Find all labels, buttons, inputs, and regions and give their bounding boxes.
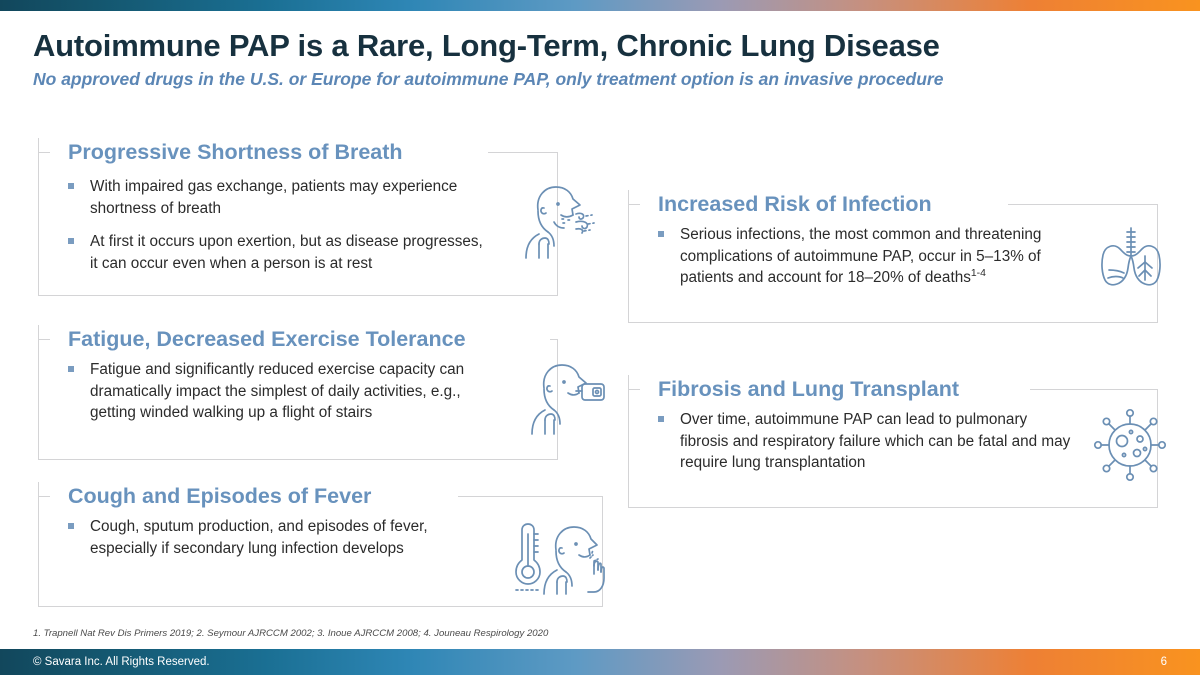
bullet-marker-icon (68, 366, 74, 372)
person-inhaler-icon (526, 358, 608, 436)
bullet-text: Cough, sputum production, and episodes o… (90, 518, 428, 557)
footer-bar: © Savara Inc. All Rights Reserved. 6 (0, 649, 1200, 675)
bullet-marker-icon (68, 183, 74, 189)
card-bullet-list: Over time, autoimmune PAP can lead to pu… (654, 409, 1074, 474)
frame-edge-top-left (628, 389, 640, 390)
bullet-text: With impaired gas exchange, patients may… (90, 178, 458, 217)
slide-subtitle: No approved drugs in the U.S. or Europe … (33, 69, 944, 89)
frame-edge-bottom (628, 507, 1158, 508)
frame-edge-left (38, 325, 39, 460)
list-item: Fatigue and significantly reduced exerci… (64, 359, 494, 424)
card-increased-risk-of-infection: Increased Risk of Infection Serious infe… (628, 190, 1161, 323)
copyright-text: © Savara Inc. All Rights Reserved. (33, 656, 210, 668)
card-fatigue-decreased-exercise-tolerance: Fatigue, Decreased Exercise Tolerance Fa… (38, 325, 605, 460)
list-item: Over time, autoimmune PAP can lead to pu… (654, 409, 1074, 474)
frame-edge-bottom (38, 606, 603, 607)
bullet-marker-icon (68, 523, 74, 529)
list-item: At first it occurs upon exertion, but as… (64, 231, 494, 274)
bullet-marker-icon (68, 238, 74, 245)
frame-edge-left (628, 375, 629, 508)
bullet-marker-icon (658, 416, 664, 422)
frame-edge-bottom (38, 459, 558, 460)
thermometer-coughing-person-icon (508, 520, 606, 596)
virus-icon (1090, 405, 1170, 485)
frame-edge-top-right (458, 496, 603, 497)
frame-edge-top-right (550, 339, 558, 340)
card-bullet-list: With impaired gas exchange, patients may… (64, 176, 494, 275)
frame-edge-top-left (38, 339, 50, 340)
top-gradient-bar (0, 0, 1200, 11)
card-bullet-list: Serious infections, the most common and … (654, 224, 1094, 289)
footnote-citations: 1. Trapnell Nat Rev Dis Primers 2019; 2.… (33, 628, 549, 639)
card-heading: Increased Risk of Infection (654, 190, 940, 218)
card-bullet-list: Cough, sputum production, and episodes o… (64, 516, 464, 559)
card-heading: Fibrosis and Lung Transplant (654, 375, 968, 403)
frame-edge-top-right (488, 152, 558, 153)
list-item: Serious infections, the most common and … (654, 224, 1094, 289)
lungs-icon (1096, 222, 1166, 292)
card-fibrosis-and-lung-transplant: Fibrosis and Lung Transplant Over time, … (628, 375, 1167, 508)
bullet-text: Fatigue and significantly reduced exerci… (90, 361, 465, 422)
page-number: 6 (1160, 656, 1167, 668)
frame-edge-top-right (1008, 204, 1158, 205)
list-item: Cough, sputum production, and episodes o… (64, 516, 464, 559)
frame-edge-bottom (628, 322, 1158, 323)
person-breathing-icon (518, 180, 596, 260)
card-heading: Cough and Episodes of Fever (64, 482, 380, 510)
frame-edge-bottom (38, 295, 558, 296)
frame-edge-top-left (38, 496, 50, 497)
card-progressive-shortness-of-breath: Progressive Shortness of Breath With imp… (38, 138, 595, 296)
frame-edge-left (38, 482, 39, 607)
list-item: With impaired gas exchange, patients may… (64, 176, 494, 219)
frame-edge-left (38, 138, 39, 296)
card-bullet-list: Fatigue and significantly reduced exerci… (64, 359, 494, 424)
bullet-text: Serious infections, the most common and … (680, 226, 1042, 287)
citation-superscript: 1-4 (970, 268, 986, 280)
frame-edge-top-left (628, 204, 640, 205)
card-cough-and-episodes-of-fever: Cough and Episodes of Fever Cough, sputu… (38, 482, 606, 607)
frame-edge-left (628, 190, 629, 323)
card-heading: Fatigue, Decreased Exercise Tolerance (64, 325, 474, 353)
bullet-marker-icon (658, 231, 664, 237)
card-heading: Progressive Shortness of Breath (64, 138, 411, 166)
bullet-text: At first it occurs upon exertion, but as… (90, 233, 483, 273)
frame-edge-top-left (38, 152, 50, 153)
bullet-text: Over time, autoimmune PAP can lead to pu… (680, 411, 1071, 472)
slide-title: Autoimmune PAP is a Rare, Long-Term, Chr… (33, 28, 940, 63)
frame-edge-top-right (1030, 389, 1158, 390)
